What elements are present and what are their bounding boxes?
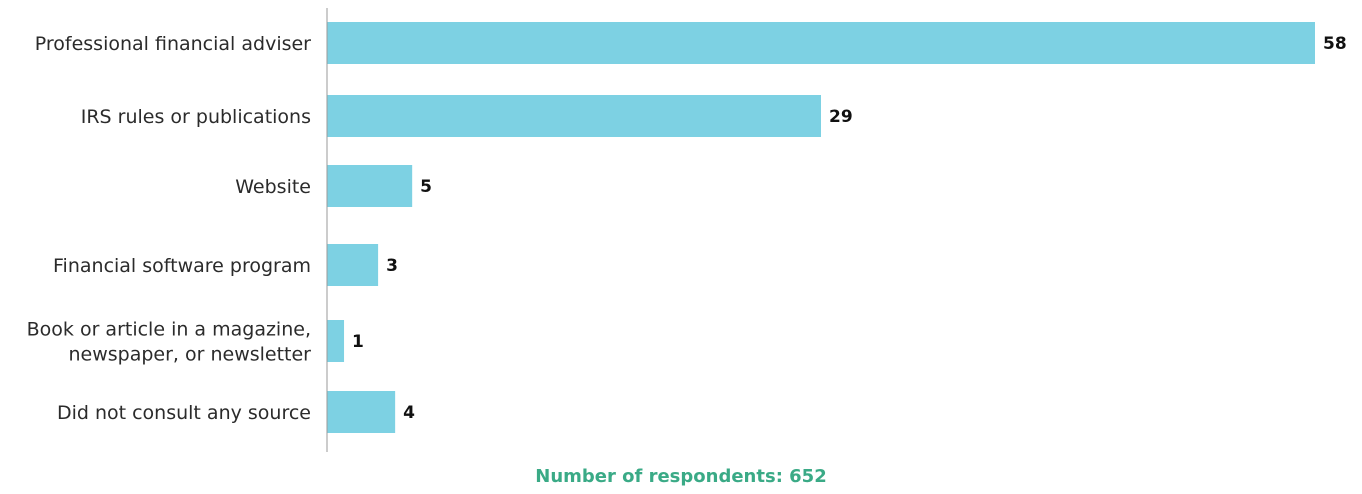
category-label-line: Book or article in a magazine,	[27, 319, 311, 341]
value-label-1: 58	[1323, 34, 1347, 54]
category-label-4: Financial software program	[53, 255, 311, 277]
category-label-line: newspaper, or newsletter	[68, 344, 311, 366]
category-label-6: Did not consult any source	[57, 402, 311, 424]
category-label-line: Financial software program	[53, 255, 311, 277]
bar-chart: Professional financial adviser IRS rules …	[27, 8, 1347, 452]
respondents-note: Number of respondents: 652	[535, 466, 827, 487]
category-labels-group: Professional financial adviser IRS rules …	[27, 33, 312, 424]
category-label-line: Professional financial adviser	[35, 33, 311, 55]
category-label-5: Book or article in a magazine, newspaper,…	[27, 319, 312, 366]
category-label-1: Professional financial adviser	[35, 33, 311, 55]
bar-6	[327, 391, 396, 433]
bar-2	[327, 95, 821, 137]
bar-5	[327, 320, 345, 362]
bar-3	[327, 165, 413, 207]
bar-1	[327, 22, 1315, 64]
value-label-2: 29	[829, 107, 853, 127]
category-label-3: Website	[235, 176, 311, 198]
category-label-line: IRS rules or publications	[81, 106, 311, 128]
category-label-line: Did not consult any source	[57, 402, 311, 424]
value-label-6: 4	[403, 403, 415, 423]
value-label-5: 1	[352, 332, 364, 352]
bars-group	[327, 22, 1315, 433]
value-labels-group: 58 29 5 3 1 4	[352, 34, 1347, 423]
category-label-2: IRS rules or publications	[81, 106, 311, 128]
category-label-line: Website	[235, 176, 311, 198]
value-label-3: 5	[420, 177, 432, 197]
bar-4	[327, 244, 379, 286]
value-label-4: 3	[386, 256, 398, 276]
